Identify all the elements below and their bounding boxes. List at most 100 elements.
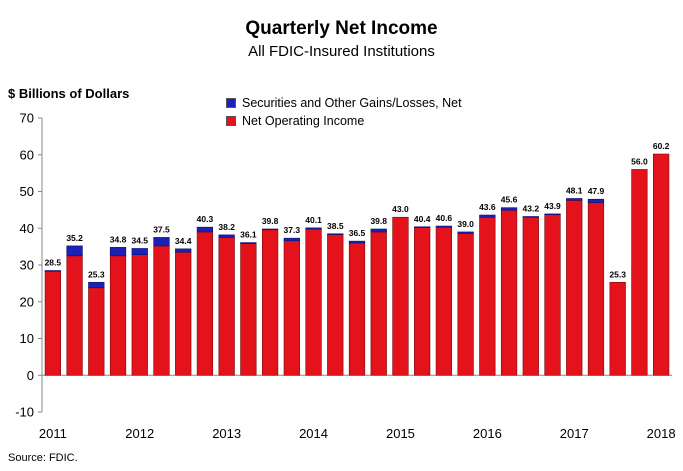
chart-subtitle: All FDIC-Insured Institutions (248, 43, 435, 60)
bar-securities-gains (44, 270, 61, 272)
bar-operating-income (500, 209, 518, 376)
data-label: 47.9 (588, 186, 605, 196)
data-label: 40.4 (414, 214, 431, 224)
bar-securities-gains (283, 237, 300, 242)
bar-securities-gains (457, 231, 474, 234)
bar-operating-income (153, 245, 170, 376)
bar-securities-gains (240, 242, 257, 244)
bar-operating-income (66, 255, 83, 376)
y-tick-label: -10 (15, 405, 34, 420)
y-tick-label: 70 (20, 111, 34, 126)
data-label: 25.3 (609, 269, 626, 279)
bar-securities-gains (66, 245, 83, 257)
y-axis-label: $ Billions of Dollars (8, 86, 130, 101)
data-label: 60.2 (653, 141, 670, 151)
bar-operating-income (88, 287, 105, 376)
bar-operating-income (479, 216, 496, 376)
x-tick-label: 2014 (299, 426, 328, 441)
data-label: 43.2 (523, 203, 540, 213)
bar-securities-gains (261, 228, 279, 231)
bar-securities-gains (305, 227, 322, 230)
bar-operating-income (414, 227, 431, 376)
data-label: 34.4 (175, 236, 192, 246)
legend-swatch-operating (226, 116, 236, 126)
bar-securities-gains (109, 247, 127, 257)
bar-operating-income (566, 200, 583, 376)
y-tick-label: 60 (20, 147, 34, 162)
bar-operating-income (522, 216, 539, 376)
bar-operating-income (370, 231, 387, 376)
legend-item-gains: Securities and Other Gains/Losses, Net (226, 94, 462, 112)
bar-securities-gains (479, 214, 496, 218)
data-label: 35.2 (66, 233, 83, 243)
bar-operating-income (631, 169, 648, 376)
data-label: 43.6 (479, 202, 496, 212)
bar-operating-income (327, 234, 344, 376)
x-tick-label: 2016 (473, 426, 502, 441)
data-label: 45.6 (501, 195, 518, 205)
bar-securities-gains (500, 207, 518, 211)
x-tick-label: 2015 (386, 426, 415, 441)
y-tick-label: 20 (20, 294, 34, 309)
data-label: 36.1 (240, 230, 257, 240)
bar-operating-income (392, 216, 409, 376)
bar-operating-income (653, 153, 670, 376)
bar-securities-gains (88, 281, 105, 289)
bar-operating-income (131, 254, 148, 376)
bar-securities-gains (522, 216, 539, 218)
legend-item-operating: Net Operating Income (226, 112, 462, 130)
bar-operating-income (587, 202, 605, 376)
data-label: 40.1 (305, 215, 322, 225)
data-label: 37.3 (284, 225, 301, 235)
bar-securities-gains (327, 233, 344, 235)
y-tick-label: 40 (20, 221, 34, 236)
data-label: 34.5 (131, 235, 148, 245)
y-tick-label: 30 (20, 258, 34, 273)
bar-operating-income (457, 233, 474, 376)
x-tick-label: 2011 (39, 426, 67, 441)
x-tick-label: 2013 (212, 426, 241, 441)
data-label: 39.8 (370, 216, 387, 226)
bar-operating-income (544, 214, 561, 376)
legend-label-operating: Net Operating Income (242, 114, 365, 128)
legend-label-gains: Securities and Other Gains/Losses, Net (242, 96, 462, 110)
x-tick-label: 2018 (647, 426, 676, 441)
bar-operating-income (261, 229, 279, 376)
data-label: 40.3 (197, 214, 214, 224)
bar-operating-income (609, 281, 626, 376)
data-label: 48.1 (566, 185, 583, 195)
bar-securities-gains (131, 248, 148, 256)
bar-operating-income (348, 242, 366, 376)
bar-operating-income (196, 231, 214, 376)
data-label: 39.0 (457, 219, 474, 229)
bar-securities-gains (348, 240, 366, 244)
bar-securities-gains (544, 213, 561, 215)
bar-securities-gains (370, 228, 387, 233)
source-note: Source: FDIC. (8, 452, 78, 464)
bar-securities-gains (218, 234, 235, 238)
legend-swatch-gains (226, 98, 236, 108)
data-label: 38.5 (327, 221, 344, 231)
data-label: 43.0 (392, 204, 409, 214)
chart-title: Quarterly Net Income (245, 18, 438, 39)
data-label: 34.8 (110, 234, 127, 244)
bar-securities-gains (435, 225, 453, 228)
data-label: 25.3 (88, 269, 105, 279)
bar-operating-income (109, 255, 127, 376)
bar-operating-income (435, 226, 453, 376)
bar-operating-income (218, 237, 235, 376)
bar-operating-income (175, 251, 192, 376)
bar-securities-gains (153, 237, 170, 247)
y-tick-label: 0 (27, 368, 34, 383)
bar-operating-income (240, 243, 257, 376)
bar-operating-income (44, 270, 61, 376)
x-tick-label: 2012 (125, 426, 154, 441)
bar-operating-income (305, 228, 322, 376)
data-label: 40.6 (436, 213, 453, 223)
data-label: 56.0 (631, 156, 648, 166)
bar-operating-income (283, 240, 300, 376)
bar-securities-gains (566, 198, 583, 201)
bar-securities-gains (414, 226, 431, 228)
bar-securities-gains (587, 198, 605, 203)
